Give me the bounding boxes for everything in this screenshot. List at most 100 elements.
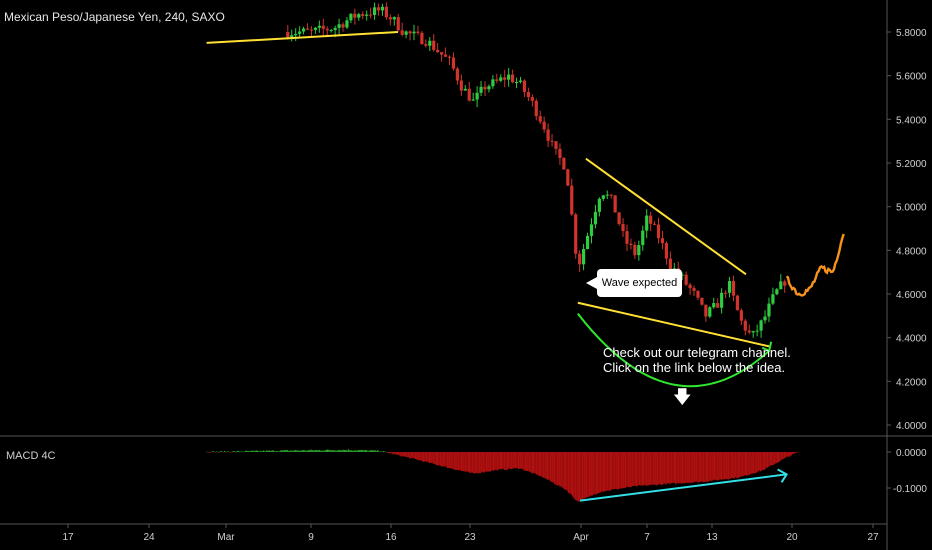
macd-histogram-bar [347,449,350,452]
macd-histogram-bar [243,451,245,453]
macd-histogram-bar [229,452,231,453]
price-pane[interactable] [206,2,845,388]
macd-histogram-bar [379,451,382,452]
macd-histogram-bar [353,450,355,452]
macd-histogram-bar [663,452,666,484]
macd-histogram-bar [642,452,645,486]
candle-body [451,57,456,69]
macd-histogram-bar [207,452,209,453]
macd-histogram-bar [409,452,411,459]
macd-histogram-bar [551,452,553,482]
chart-title: Mexican Peso/Japanese Yen, 240, SAXO [4,10,225,24]
macd-histogram-bar [421,452,424,462]
macd-histogram-bar [389,452,392,454]
candle-body [495,79,499,81]
candle-body [700,297,704,305]
macd-histogram-bar [556,452,559,486]
candle-body [692,288,696,291]
macd-histogram-bar [439,452,442,466]
candle-body [286,32,290,38]
macd-histogram-bar [645,452,648,486]
macd-histogram-bar [771,452,773,466]
candle-body [731,281,736,296]
macd-histogram-bar [755,452,758,473]
macd-histogram-bar [503,452,506,471]
macd-histogram-bar [570,452,573,495]
y-tick-label: 4.6000 [896,290,927,301]
candle-body [684,274,688,285]
macd-histogram-bar [741,452,744,477]
macd-histogram-bar [416,452,418,460]
macd-histogram-bar [677,452,680,484]
x-tick-label: 16 [385,532,397,543]
macd-histogram-bar [237,450,240,452]
candle-body [574,214,578,254]
macd-histogram-bar [424,452,426,462]
macd-histogram-bar [509,452,511,469]
macd-histogram-bar [636,452,638,487]
macd-histogram-bar [359,450,361,452]
macd-histogram-bar [427,452,429,462]
macd-histogram-bar [340,450,343,452]
macd-histogram-bar [215,451,218,452]
macd-histogram-bar [308,450,311,452]
macd-histogram-bar [711,452,713,482]
macd-histogram-bar [590,452,592,496]
macd-histogram-bar [531,452,534,474]
y-tick-label: 5.4000 [896,115,927,126]
macd-histogram-bar [267,450,269,452]
macd-histogram-bar [567,452,570,493]
macd-histogram-bar [443,452,446,467]
macd-histogram-bar [680,452,682,484]
candle-body [558,148,562,159]
macd-histogram-bar [546,452,549,480]
candle-body [522,80,527,92]
macd-histogram-bar [506,452,508,470]
macd-histogram-bar [499,452,502,470]
macd-histogram-bar [339,450,341,452]
macd-histogram-bar [321,450,323,452]
candle-body [649,215,653,224]
candle-body [341,24,345,28]
macd-histogram-bar [210,452,212,453]
macd-histogram-bar [329,450,332,452]
macd-histogram-bar [441,452,443,467]
macd-histogram-bar [445,452,447,467]
macd-histogram-bar [702,452,705,483]
divergence-arrowhead [777,468,789,483]
macd-histogram-bar [659,452,662,485]
macd-histogram-bar [363,450,365,452]
macd-histogram-bar [428,452,431,464]
macd-histogram-bar [413,452,415,459]
candle-body [550,140,554,142]
macd-histogram-bar [318,450,321,452]
macd-histogram-bar [286,450,289,452]
macd-histogram-bar [581,452,584,501]
macd-histogram-bar [616,452,618,490]
arc-arrowhead [761,341,773,353]
macd-histogram-bar [723,452,726,480]
macd-histogram-bar [249,451,251,452]
macd-pane[interactable] [205,449,799,502]
macd-histogram-bar [768,452,770,467]
macd-histogram-bar [475,452,478,473]
macd-histogram-bar [537,452,539,475]
candle-body [656,224,661,239]
macd-histogram-bar [235,451,237,453]
macd-histogram-bar [652,452,655,485]
macd-histogram-bar [747,452,749,476]
macd-histogram-bar [528,452,531,472]
macd-histogram-bar [545,452,547,480]
candle-body [597,198,601,212]
macd-histogram-bar [386,452,389,453]
candle-body [672,268,676,270]
x-tick-label: 24 [143,532,155,543]
candle-body [538,116,542,122]
macd-histogram-bar [776,452,779,463]
macd-histogram-bar [304,450,307,452]
macd-histogram-bar [466,452,468,472]
macd-histogram-bar [574,452,577,500]
macd-histogram-bar [442,452,444,467]
macd-histogram-bar [637,452,639,486]
